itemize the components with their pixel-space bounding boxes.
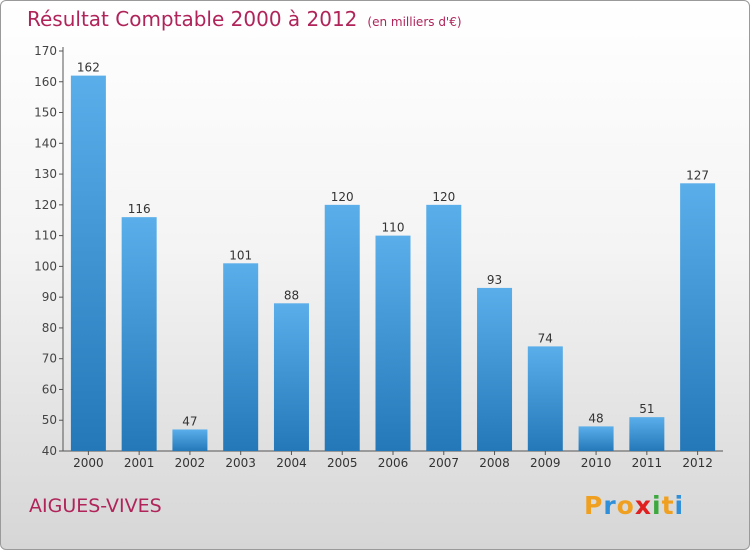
x-tick-label-2004: 2004 (276, 456, 307, 470)
bar-2009 (527, 346, 563, 451)
y-tick-label: 60 (42, 382, 57, 396)
value-label-2005: 120 (331, 190, 354, 204)
logo-letter: o (616, 491, 635, 520)
y-tick-label: 40 (42, 444, 57, 458)
logo-letter: r (603, 491, 617, 520)
value-label-2012: 127 (686, 168, 709, 182)
chart-subtitle: (en milliers d'€) (367, 15, 462, 29)
y-tick-label: 170 (34, 44, 57, 58)
bar-2006 (375, 235, 411, 451)
proxiti-logo: Proxiti (584, 491, 684, 520)
y-tick-label: 110 (34, 229, 57, 243)
bar-2007 (426, 204, 462, 451)
value-label-2003: 101 (229, 248, 252, 262)
y-tick-label: 130 (34, 167, 57, 181)
bar-2012 (680, 183, 716, 452)
y-tick-label: 120 (34, 198, 57, 212)
chart-title-text: Résultat Comptable 2000 à 2012 (27, 7, 358, 31)
x-tick-label-2008: 2008 (479, 456, 510, 470)
x-tick-label-2012: 2012 (682, 456, 713, 470)
x-tick-label-2002: 2002 (175, 456, 206, 470)
x-tick-label-2003: 2003 (225, 456, 256, 470)
bar-2008 (477, 287, 513, 451)
bar-2004 (273, 303, 309, 451)
value-label-2007: 120 (432, 190, 455, 204)
x-tick-label-2005: 2005 (327, 456, 358, 470)
x-tick-label-2007: 2007 (428, 456, 459, 470)
x-tick-label-2011: 2011 (632, 456, 663, 470)
bar-2003 (223, 263, 259, 451)
x-tick-label-2006: 2006 (378, 456, 409, 470)
value-label-2004: 88 (284, 288, 299, 302)
logo-letter: i (652, 491, 662, 520)
value-label-2001: 116 (128, 202, 151, 216)
y-tick-label: 150 (34, 106, 57, 120)
value-label-2008: 93 (487, 273, 502, 287)
y-tick-label: 70 (42, 352, 57, 366)
logo-letter: x (634, 491, 652, 520)
y-tick-label: 50 (42, 413, 57, 427)
y-tick-label: 100 (34, 259, 57, 273)
logo-letter: i (674, 491, 685, 520)
value-label-2006: 110 (382, 221, 405, 235)
y-tick-label: 90 (42, 290, 57, 304)
x-tick-label-2009: 2009 (530, 456, 561, 470)
y-tick-label: 80 (42, 321, 57, 335)
y-tick-label: 160 (34, 75, 57, 89)
value-label-2010: 48 (588, 411, 603, 425)
bar-2001 (121, 217, 157, 451)
value-label-2009: 74 (538, 331, 553, 345)
y-tick-label: 140 (34, 136, 57, 150)
value-label-2011: 51 (639, 402, 654, 416)
bar-2002 (172, 429, 208, 451)
chart-title: Résultat Comptable 2000 à 2012 (en millie… (27, 7, 462, 31)
bar-2000 (70, 75, 106, 451)
bar-2005 (324, 204, 360, 451)
x-tick-label-2010: 2010 (581, 456, 612, 470)
x-tick-label-2000: 2000 (73, 456, 104, 470)
value-label-2000: 162 (77, 61, 100, 75)
bar-2011 (629, 417, 665, 451)
location-name: AIGUES-VIVES (29, 495, 162, 517)
bar-2010 (578, 426, 614, 451)
logo-letter: t (661, 491, 675, 520)
logo-letter: P (584, 491, 604, 520)
x-tick-label-2001: 2001 (124, 456, 155, 470)
value-label-2002: 47 (182, 414, 197, 428)
